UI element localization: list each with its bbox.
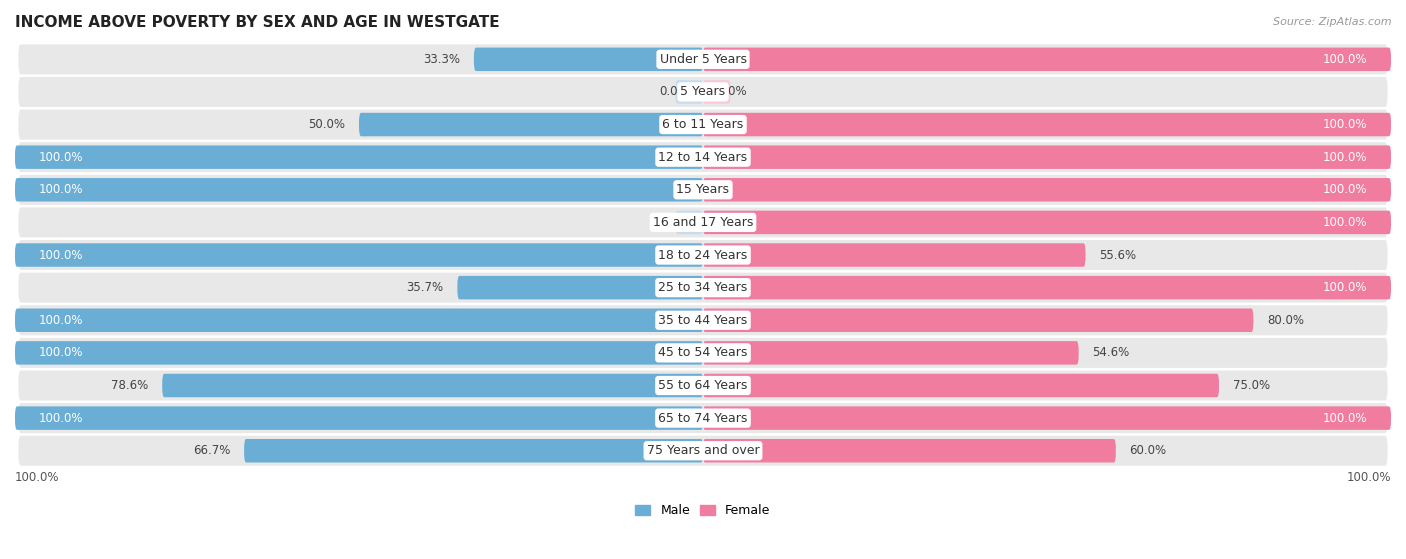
Text: 5 Years: 5 Years	[681, 86, 725, 98]
Text: 100.0%: 100.0%	[39, 411, 83, 425]
FancyBboxPatch shape	[18, 338, 1388, 368]
Text: Under 5 Years: Under 5 Years	[659, 53, 747, 66]
FancyBboxPatch shape	[703, 309, 1253, 332]
FancyBboxPatch shape	[162, 374, 703, 397]
Text: 80.0%: 80.0%	[1267, 314, 1305, 327]
FancyBboxPatch shape	[703, 178, 1391, 202]
FancyBboxPatch shape	[18, 305, 1388, 335]
FancyBboxPatch shape	[703, 439, 1116, 462]
Text: 100.0%: 100.0%	[1323, 151, 1367, 164]
FancyBboxPatch shape	[18, 175, 1388, 205]
FancyBboxPatch shape	[18, 142, 1388, 172]
Text: 100.0%: 100.0%	[1323, 216, 1367, 229]
FancyBboxPatch shape	[15, 145, 703, 169]
Text: 75 Years and over: 75 Years and over	[647, 444, 759, 457]
FancyBboxPatch shape	[703, 341, 1078, 364]
FancyBboxPatch shape	[15, 309, 703, 332]
FancyBboxPatch shape	[703, 145, 1391, 169]
FancyBboxPatch shape	[457, 276, 703, 300]
Text: 66.7%: 66.7%	[193, 444, 231, 457]
Text: 60.0%: 60.0%	[1129, 444, 1167, 457]
Text: 100.0%: 100.0%	[15, 471, 59, 484]
Text: 100.0%: 100.0%	[1323, 53, 1367, 66]
Text: 50.0%: 50.0%	[308, 118, 346, 131]
FancyBboxPatch shape	[703, 276, 1391, 300]
Text: Source: ZipAtlas.com: Source: ZipAtlas.com	[1274, 17, 1392, 27]
Text: 78.6%: 78.6%	[111, 379, 149, 392]
Text: 54.6%: 54.6%	[1092, 347, 1129, 359]
Text: 45 to 54 Years: 45 to 54 Years	[658, 347, 748, 359]
FancyBboxPatch shape	[18, 110, 1388, 140]
FancyBboxPatch shape	[703, 406, 1391, 430]
Text: 16 and 17 Years: 16 and 17 Years	[652, 216, 754, 229]
Text: 75.0%: 75.0%	[1233, 379, 1270, 392]
FancyBboxPatch shape	[703, 113, 1391, 136]
Text: 6 to 11 Years: 6 to 11 Years	[662, 118, 744, 131]
Text: 100.0%: 100.0%	[1323, 281, 1367, 294]
Text: 33.3%: 33.3%	[423, 53, 460, 66]
Text: 100.0%: 100.0%	[39, 249, 83, 262]
Text: 100.0%: 100.0%	[39, 183, 83, 196]
FancyBboxPatch shape	[18, 207, 1388, 238]
Legend: Male, Female: Male, Female	[630, 499, 776, 522]
FancyBboxPatch shape	[18, 240, 1388, 270]
FancyBboxPatch shape	[245, 439, 703, 462]
Text: 65 to 74 Years: 65 to 74 Years	[658, 411, 748, 425]
Text: 55.6%: 55.6%	[1099, 249, 1136, 262]
Text: 100.0%: 100.0%	[39, 347, 83, 359]
Text: 35.7%: 35.7%	[406, 281, 444, 294]
FancyBboxPatch shape	[18, 273, 1388, 302]
Text: 18 to 24 Years: 18 to 24 Years	[658, 249, 748, 262]
Text: 25 to 34 Years: 25 to 34 Years	[658, 281, 748, 294]
FancyBboxPatch shape	[675, 211, 703, 234]
FancyBboxPatch shape	[675, 80, 703, 103]
FancyBboxPatch shape	[18, 403, 1388, 433]
FancyBboxPatch shape	[15, 341, 703, 364]
FancyBboxPatch shape	[18, 435, 1388, 466]
FancyBboxPatch shape	[18, 371, 1388, 400]
FancyBboxPatch shape	[15, 406, 703, 430]
FancyBboxPatch shape	[703, 80, 731, 103]
FancyBboxPatch shape	[474, 48, 703, 71]
Text: 100.0%: 100.0%	[1323, 183, 1367, 196]
Text: 12 to 14 Years: 12 to 14 Years	[658, 151, 748, 164]
Text: 100.0%: 100.0%	[1323, 118, 1367, 131]
FancyBboxPatch shape	[18, 77, 1388, 107]
FancyBboxPatch shape	[703, 243, 1085, 267]
FancyBboxPatch shape	[359, 113, 703, 136]
Text: 0.0%: 0.0%	[659, 86, 689, 98]
FancyBboxPatch shape	[15, 243, 703, 267]
FancyBboxPatch shape	[18, 44, 1388, 74]
FancyBboxPatch shape	[703, 48, 1391, 71]
Text: 100.0%: 100.0%	[39, 314, 83, 327]
Text: 15 Years: 15 Years	[676, 183, 730, 196]
FancyBboxPatch shape	[15, 178, 703, 202]
Text: INCOME ABOVE POVERTY BY SEX AND AGE IN WESTGATE: INCOME ABOVE POVERTY BY SEX AND AGE IN W…	[15, 15, 499, 30]
FancyBboxPatch shape	[703, 211, 1391, 234]
Text: 0.0%: 0.0%	[659, 216, 689, 229]
Text: 100.0%: 100.0%	[1347, 471, 1391, 484]
Text: 35 to 44 Years: 35 to 44 Years	[658, 314, 748, 327]
Text: 100.0%: 100.0%	[1323, 411, 1367, 425]
FancyBboxPatch shape	[703, 374, 1219, 397]
Text: 55 to 64 Years: 55 to 64 Years	[658, 379, 748, 392]
Text: 0.0%: 0.0%	[717, 86, 747, 98]
Text: 100.0%: 100.0%	[39, 151, 83, 164]
